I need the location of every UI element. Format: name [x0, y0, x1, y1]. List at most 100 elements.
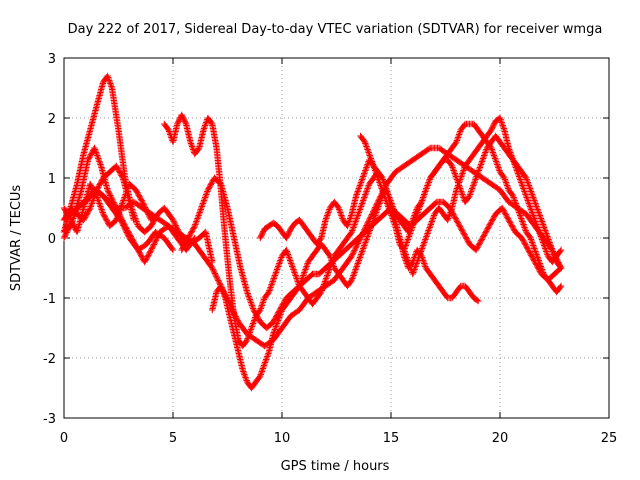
data-point — [424, 228, 432, 236]
data-point — [425, 179, 432, 186]
data-point — [446, 212, 453, 219]
data-point — [519, 218, 526, 225]
data-point — [324, 270, 331, 278]
data-point — [86, 180, 94, 188]
data-point — [288, 261, 296, 269]
data-point — [150, 242, 157, 250]
data-point — [168, 245, 176, 252]
data-point — [139, 198, 146, 206]
data-point — [182, 240, 189, 247]
data-point — [113, 215, 121, 222]
data-point — [527, 204, 534, 212]
data-point — [515, 207, 522, 215]
data-point — [356, 206, 364, 213]
data-point — [497, 116, 504, 123]
data-point — [87, 182, 95, 189]
data-point — [516, 210, 523, 218]
data-point — [89, 184, 96, 192]
data-point — [269, 278, 276, 285]
data-point — [97, 178, 105, 186]
data-point — [165, 126, 172, 134]
data-point — [350, 222, 358, 230]
data-point — [261, 360, 268, 368]
data-point — [101, 213, 108, 220]
data-point — [461, 231, 468, 238]
data-point — [170, 218, 177, 225]
data-point — [550, 249, 557, 257]
data-point — [243, 336, 251, 344]
data-point — [533, 262, 541, 270]
data-point — [456, 223, 464, 230]
data-point — [274, 263, 282, 270]
data-point — [481, 150, 488, 158]
data-point — [497, 117, 505, 125]
data-point — [489, 147, 496, 155]
data-point — [416, 203, 424, 210]
data-point — [483, 146, 490, 153]
data-point — [454, 219, 462, 226]
data-point — [118, 173, 126, 180]
data-point — [469, 183, 476, 191]
data-point — [88, 183, 95, 190]
data-point — [69, 220, 76, 228]
data-point — [98, 207, 106, 215]
data-point — [220, 290, 227, 297]
data-point — [407, 227, 415, 234]
data-point — [83, 211, 90, 218]
data-point — [347, 213, 354, 221]
data-point — [322, 215, 330, 222]
data-point — [426, 176, 433, 183]
data-point — [191, 222, 198, 230]
data-point — [67, 216, 74, 224]
data-point — [355, 258, 362, 266]
data-point — [360, 173, 367, 180]
data-point — [462, 234, 470, 241]
data-point — [360, 243, 367, 251]
data-point — [357, 204, 364, 212]
data-point — [183, 237, 191, 244]
data-point — [292, 273, 300, 281]
data-point — [458, 171, 466, 179]
data-point — [265, 350, 272, 357]
data-point — [181, 241, 188, 248]
data-point — [542, 227, 549, 234]
data-point — [142, 257, 149, 264]
data-point — [278, 254, 285, 261]
data-point — [103, 217, 111, 224]
data-point — [105, 189, 113, 196]
data-point — [200, 198, 207, 206]
data-point — [420, 258, 427, 266]
data-point — [475, 168, 482, 176]
data-point — [533, 261, 540, 268]
data-point — [104, 72, 111, 80]
data-point — [345, 219, 352, 227]
data-point — [96, 200, 103, 207]
data-point — [121, 194, 128, 201]
data-point — [292, 272, 299, 279]
data-point — [337, 210, 345, 218]
data-point — [417, 249, 424, 257]
data-point — [412, 215, 419, 222]
data-point — [148, 245, 156, 252]
data-point — [94, 194, 101, 201]
data-point — [359, 246, 366, 254]
data-point — [421, 237, 428, 245]
data-point — [537, 215, 545, 222]
data-point — [406, 261, 413, 269]
data-point — [364, 231, 372, 239]
data-point — [91, 146, 99, 153]
data-point — [445, 215, 452, 222]
data-point — [348, 228, 355, 236]
data-point — [415, 254, 422, 261]
data-point — [358, 201, 365, 209]
data-point — [251, 309, 259, 316]
data-point — [352, 264, 360, 272]
data-point — [544, 234, 552, 242]
data-point — [499, 206, 507, 213]
data-point — [190, 225, 197, 232]
data-point — [201, 195, 208, 203]
data-point — [360, 137, 368, 144]
data-point — [366, 152, 373, 159]
data-point — [459, 168, 467, 176]
data-point — [250, 318, 257, 326]
